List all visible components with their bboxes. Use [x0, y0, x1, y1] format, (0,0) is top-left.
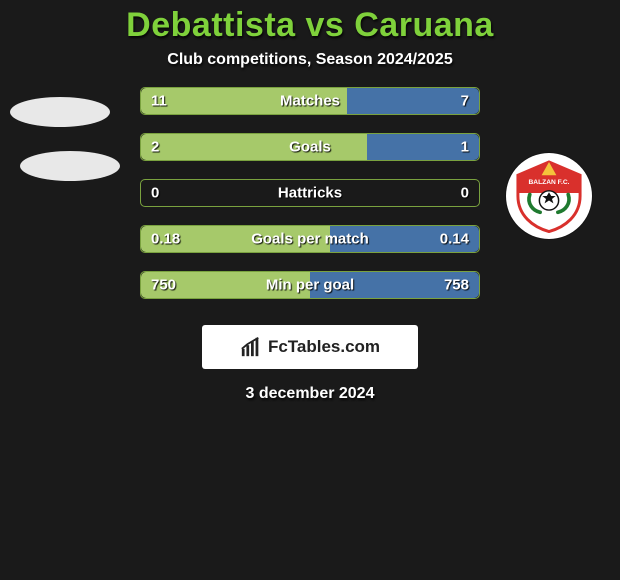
stat-label: Matches	[280, 93, 340, 110]
chart-icon	[240, 336, 262, 358]
svg-text:BALZAN F.C.: BALZAN F.C.	[528, 179, 569, 186]
stat-row-goals: 2 1 Goals	[140, 133, 480, 161]
stat-label: Hattricks	[278, 185, 342, 202]
stat-row-matches: 11 7 Matches	[140, 87, 480, 115]
player-left-ellipse-2	[20, 151, 120, 181]
stat-value-right: 0	[461, 185, 469, 202]
stat-value-left: 2	[151, 139, 159, 156]
club-crest: BALZAN F.C.	[506, 153, 592, 239]
stat-label: Min per goal	[266, 277, 354, 294]
stat-value-right: 758	[444, 277, 469, 294]
subtitle: Club competitions, Season 2024/2025	[167, 51, 452, 69]
comparison-area: BALZAN F.C. 11 7 Matches 2 1 Goals 0 0 Hattricks…	[0, 87, 620, 403]
stat-fill-left	[141, 134, 367, 160]
stat-label: Goals	[289, 139, 331, 156]
stat-value-right: 7	[461, 93, 469, 110]
stat-label: Goals per match	[251, 231, 369, 248]
fctables-badge[interactable]: FcTables.com	[202, 325, 418, 369]
balzan-fc-icon: BALZAN F.C.	[512, 159, 586, 233]
page-title: Debattista vs Caruana	[126, 6, 494, 45]
stat-value-right: 1	[461, 139, 469, 156]
stat-value-left: 750	[151, 277, 176, 294]
stat-value-right: 0.14	[440, 231, 469, 248]
stat-value-left: 11	[151, 93, 167, 110]
fctables-label: FcTables.com	[268, 337, 380, 357]
date-label: 3 december 2024	[246, 385, 375, 403]
stat-row-goals-per-match: 0.18 0.14 Goals per match	[140, 225, 480, 253]
stat-row-min-per-goal: 750 758 Min per goal	[140, 271, 480, 299]
stat-value-left: 0.18	[151, 231, 180, 248]
player-left-ellipse-1	[10, 97, 110, 127]
stat-row-hattricks: 0 0 Hattricks	[140, 179, 480, 207]
stat-value-left: 0	[151, 185, 159, 202]
stat-fill-right	[347, 88, 479, 114]
